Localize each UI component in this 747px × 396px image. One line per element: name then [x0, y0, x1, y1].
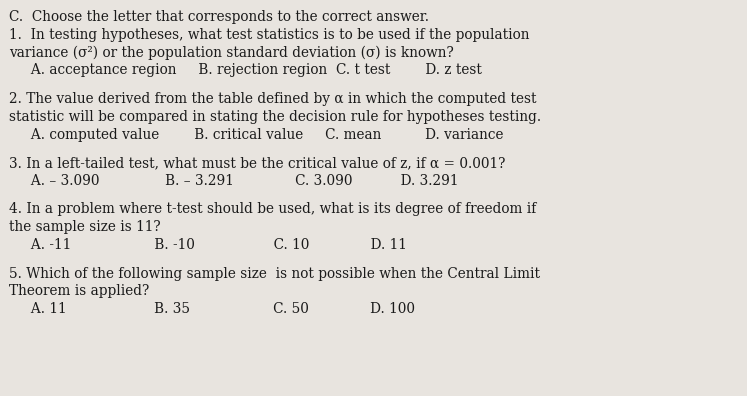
Text: A. -11                   B. -10                  C. 10              D. 11: A. -11 B. -10 C. 10 D. 11	[9, 238, 407, 252]
Text: 4. In a problem where t-test should be used, what is its degree of freedom if: 4. In a problem where t-test should be u…	[9, 202, 536, 216]
Text: A. – 3.090               B. – 3.291              C. 3.090           D. 3.291: A. – 3.090 B. – 3.291 C. 3.090 D. 3.291	[9, 174, 459, 188]
Text: 1.  In testing hypotheses, what test statistics is to be used if the population: 1. In testing hypotheses, what test stat…	[9, 28, 530, 42]
Text: statistic will be compared in stating the decision rule for hypotheses testing.: statistic will be compared in stating th…	[9, 110, 541, 124]
Text: A. 11                    B. 35                   C. 50              D. 100: A. 11 B. 35 C. 50 D. 100	[9, 302, 415, 316]
Text: 3. In a left-tailed test, what must be the critical value of z, if α = 0.001?: 3. In a left-tailed test, what must be t…	[9, 156, 505, 170]
Text: Theorem is applied?: Theorem is applied?	[9, 284, 149, 298]
Text: 5. Which of the following sample size  is not possible when the Central Limit: 5. Which of the following sample size is…	[9, 267, 540, 280]
Text: variance (σ²) or the population standard deviation (σ) is known?: variance (σ²) or the population standard…	[9, 46, 453, 60]
Text: A. computed value        B. critical value     C. mean          D. variance: A. computed value B. critical value C. m…	[9, 128, 503, 141]
Text: the sample size is 11?: the sample size is 11?	[9, 220, 161, 234]
Text: C.  Choose the letter that corresponds to the correct answer.: C. Choose the letter that corresponds to…	[9, 10, 429, 24]
Text: 2. The value derived from the table defined by α in which the computed test: 2. The value derived from the table defi…	[9, 92, 536, 106]
Text: A. acceptance region     B. rejection region  C. t test        D. z test: A. acceptance region B. rejection region…	[9, 63, 482, 77]
